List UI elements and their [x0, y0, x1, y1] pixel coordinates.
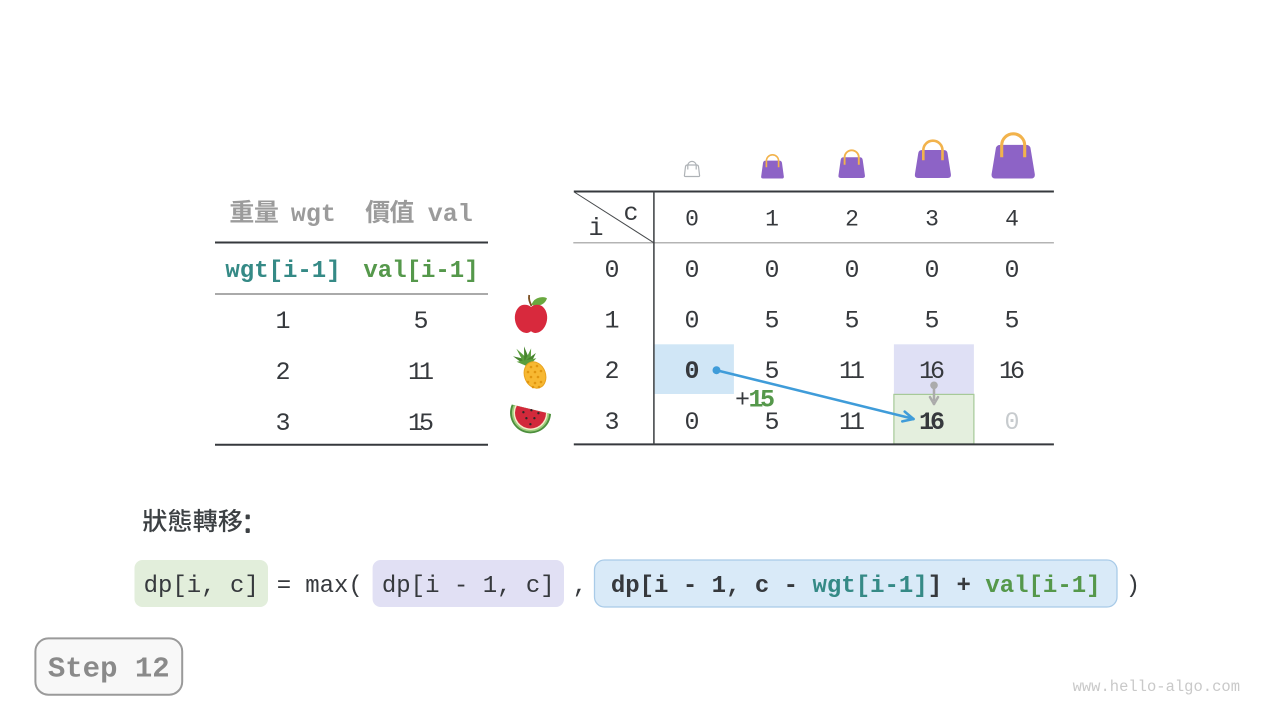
- svg-text:0: 0: [764, 256, 779, 285]
- svg-text:1: 1: [765, 207, 779, 233]
- svg-text:0: 0: [684, 256, 699, 285]
- svg-text:5: 5: [760, 385, 775, 414]
- svg-text:5: 5: [764, 307, 779, 336]
- svg-text:1: 1: [850, 408, 865, 437]
- svg-text:dp[i - 1, c]: dp[i - 1, c]: [382, 573, 555, 600]
- svg-text:1: 1: [408, 358, 423, 387]
- svg-text:0: 0: [844, 256, 859, 285]
- svg-text:wgt[i-1]: wgt[i-1]: [225, 258, 340, 285]
- svg-text:5: 5: [413, 307, 428, 336]
- svg-text:0: 0: [685, 207, 699, 233]
- svg-text:dp[i - 1, c - wgt[i-1]] + val[: dp[i - 1, c - wgt[i-1]] + val[i-1]: [611, 573, 1101, 600]
- svg-text:3: 3: [925, 207, 939, 233]
- svg-text:max(: max(: [305, 573, 363, 600]
- svg-text:5: 5: [1004, 307, 1019, 336]
- svg-text:5: 5: [844, 307, 859, 336]
- svg-text:wgt: wgt: [291, 200, 336, 229]
- svg-text:0: 0: [924, 256, 939, 285]
- svg-text:6: 6: [1010, 357, 1025, 386]
- svg-text:1: 1: [408, 409, 423, 438]
- svg-text:1: 1: [850, 357, 865, 386]
- svg-text:val[i-1]: val[i-1]: [363, 258, 478, 285]
- svg-text:2: 2: [604, 357, 619, 386]
- svg-text:dp[i, c]: dp[i, c]: [144, 573, 259, 600]
- svg-text:1: 1: [839, 408, 854, 437]
- svg-text:5: 5: [764, 357, 779, 386]
- svg-text:2: 2: [845, 207, 859, 233]
- svg-text:3: 3: [275, 409, 290, 438]
- svg-text:1: 1: [999, 357, 1014, 386]
- svg-text:0: 0: [684, 307, 699, 336]
- svg-text:3: 3: [604, 408, 619, 437]
- svg-text:+: +: [735, 385, 750, 414]
- svg-text:2: 2: [275, 358, 290, 387]
- svg-text:1: 1: [839, 357, 854, 386]
- svg-text:0: 0: [1004, 256, 1019, 285]
- svg-text:6: 6: [930, 357, 945, 386]
- svg-text:val: val: [428, 200, 473, 229]
- svg-text:6: 6: [930, 408, 945, 437]
- svg-text:1: 1: [419, 358, 434, 387]
- svg-text:0: 0: [684, 357, 699, 386]
- svg-text:www.hello-algo.com: www.hello-algo.com: [1073, 678, 1240, 696]
- svg-text:1: 1: [919, 408, 934, 437]
- svg-text:1: 1: [748, 385, 763, 414]
- svg-text:1: 1: [275, 307, 290, 336]
- svg-text:Step 12: Step 12: [48, 653, 170, 686]
- svg-text:4: 4: [1005, 207, 1019, 233]
- svg-text:0: 0: [684, 408, 699, 437]
- svg-text:0: 0: [1004, 408, 1019, 437]
- svg-text:): ): [1126, 573, 1140, 600]
- svg-text:5: 5: [924, 307, 939, 336]
- svg-text:1: 1: [919, 357, 934, 386]
- svg-text:c: c: [623, 199, 638, 228]
- svg-text:1: 1: [604, 307, 619, 336]
- svg-text:0: 0: [604, 256, 619, 285]
- svg-text:5: 5: [764, 408, 779, 437]
- svg-text:=: =: [277, 573, 291, 600]
- svg-text:,: ,: [573, 573, 587, 600]
- svg-text:5: 5: [419, 409, 434, 438]
- svg-text:i: i: [588, 214, 603, 243]
